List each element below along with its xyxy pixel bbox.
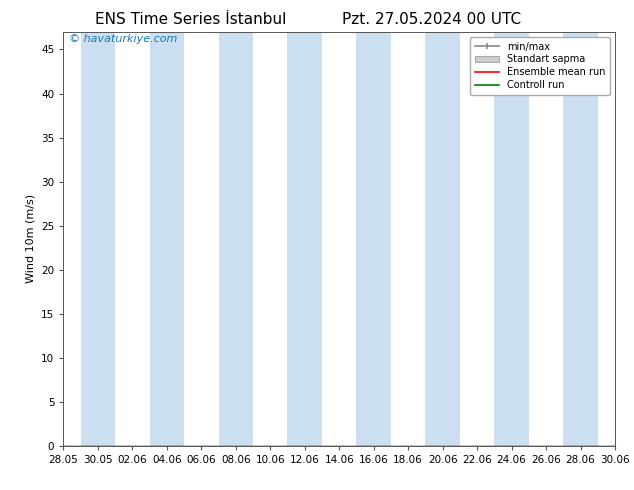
Bar	[219, 32, 253, 446]
Legend: min/max, Standart sapma, Ensemble mean run, Controll run: min/max, Standart sapma, Ensemble mean r…	[470, 37, 610, 95]
Text: ENS Time Series İstanbul: ENS Time Series İstanbul	[94, 12, 286, 27]
Bar	[495, 32, 529, 446]
Bar	[287, 32, 322, 446]
Bar	[425, 32, 460, 446]
Bar	[563, 32, 598, 446]
Text: © havaturkiye.com: © havaturkiye.com	[69, 34, 178, 44]
Text: Pzt. 27.05.2024 00 UTC: Pzt. 27.05.2024 00 UTC	[342, 12, 521, 27]
Bar	[356, 32, 391, 446]
Y-axis label: Wind 10m (m/s): Wind 10m (m/s)	[25, 195, 36, 283]
Bar	[81, 32, 115, 446]
Bar	[150, 32, 184, 446]
